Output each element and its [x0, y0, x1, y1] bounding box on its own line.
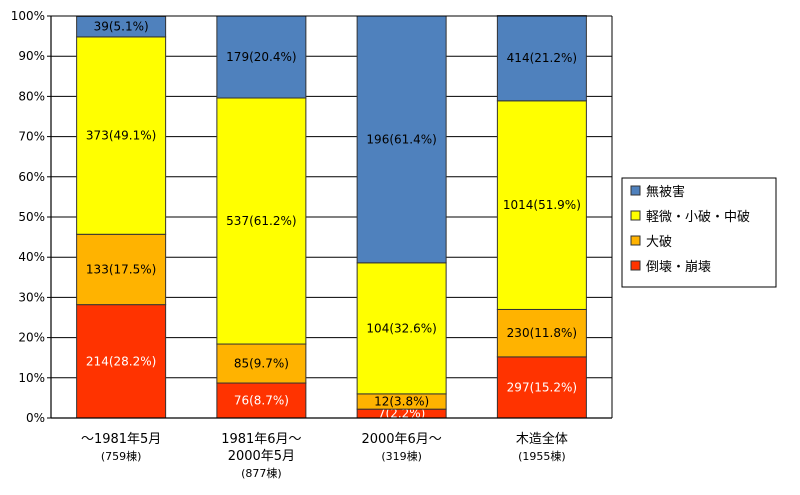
x-axis-categories: ～1981年5月 (759棟) 1981年6月～ 2000年5月 (877棟) 2000年…	[81, 431, 568, 480]
data-label: 1014(51.9%)	[503, 198, 581, 212]
axes	[50, 15, 613, 419]
bar-segment	[216, 382, 307, 419]
data-label: 297(15.2%)	[507, 380, 577, 394]
x-category-label: (1955棟)	[518, 449, 566, 463]
y-tick-label: 0%	[26, 411, 45, 425]
y-tick-label: 50%	[18, 210, 45, 224]
x-category-label: ～1981年5月	[81, 432, 161, 447]
bar-segment	[496, 100, 587, 310]
y-tick-label: 70%	[18, 130, 45, 144]
bar-segment	[496, 308, 587, 358]
data-label: 7(2.2%)	[378, 407, 425, 421]
x-category-label: 2000年5月	[228, 449, 295, 464]
x-category-label: 木造全体	[516, 431, 568, 447]
data-label: 133(17.5%)	[86, 262, 156, 276]
x-category-label: (877棟)	[241, 466, 282, 480]
y-tick-label: 90%	[18, 49, 45, 63]
data-label: 537(61.2%)	[226, 214, 296, 228]
data-label: 196(61.4%)	[366, 132, 436, 146]
legend-box	[621, 177, 777, 288]
y-tick-label: 40%	[18, 250, 45, 264]
data-label: 179(20.4%)	[226, 50, 296, 64]
y-tick-label: 20%	[18, 331, 45, 345]
bar-segment	[76, 233, 167, 306]
y-tick-label: 30%	[18, 290, 45, 304]
data-label: 76(8.7%)	[234, 394, 289, 408]
x-category-label: (759棟)	[101, 449, 142, 463]
legend-label: 軽微・小破・中破	[646, 210, 750, 225]
y-tick-label: 100%	[11, 9, 45, 23]
data-label: 39(5.1%)	[94, 20, 149, 34]
bar-segment	[356, 262, 447, 395]
y-tick-label: 80%	[18, 89, 45, 103]
legend-swatch	[630, 235, 641, 246]
bar-segment	[76, 36, 167, 235]
x-category-label: 2000年6月～	[361, 432, 441, 447]
data-label: 373(49.1%)	[86, 129, 156, 143]
legend-label: 倒壊・崩壊	[646, 260, 711, 275]
legend-label: 大破	[646, 235, 672, 250]
data-label: 214(28.2%)	[86, 354, 156, 368]
legend-swatch	[630, 260, 641, 271]
data-label: 414(21.2%)	[507, 51, 577, 65]
data-label: 230(11.8%)	[507, 326, 577, 340]
bar-segment	[216, 15, 307, 99]
y-tick-label: 10%	[18, 371, 45, 385]
legend-label: 無被害	[646, 184, 685, 200]
bars: 214(28.2%) 133(17.5%) 373(49.1%) 39(5.1%) 76…	[76, 15, 587, 421]
bar-segment	[496, 15, 587, 102]
legend-swatch	[630, 185, 641, 196]
bar-segment	[216, 343, 307, 384]
y-axis-ticks: 0% 10% 20% 30% 40% 50% 60% 70% 80% 90% 100%	[11, 9, 51, 425]
data-label: 104(32.6%)	[366, 321, 436, 335]
bar-segment	[356, 15, 447, 264]
x-category-label: (319棟)	[381, 449, 422, 463]
data-label: 12(3.8%)	[374, 395, 429, 409]
legend-swatch	[630, 210, 641, 221]
data-label: 85(9.7%)	[234, 357, 289, 371]
x-category-label: 1981年6月～	[221, 432, 301, 447]
y-tick-label: 60%	[18, 170, 45, 184]
